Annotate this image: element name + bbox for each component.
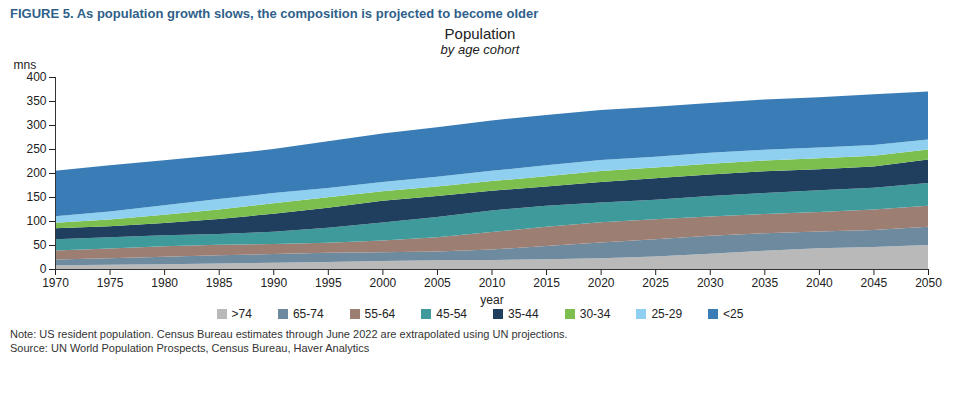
- html-text:65-74: 65-74: [292, 307, 324, 321]
- svg-text:2020: 2020: [588, 276, 615, 290]
- svg-text:200: 200: [26, 166, 46, 180]
- svg-text:250: 250: [26, 142, 46, 156]
- svg-text:100: 100: [26, 214, 46, 228]
- svg-text:2040: 2040: [806, 276, 833, 290]
- svg-text:2050: 2050: [915, 276, 942, 290]
- svg-text:0: 0: [40, 262, 47, 276]
- html-text:<25: <25: [723, 307, 744, 321]
- svg-text:300: 300: [26, 118, 46, 132]
- svg-text:mns: mns: [14, 58, 37, 72]
- html-text:45-54: 45-54: [436, 307, 467, 321]
- html-text:Population: Population: [444, 25, 516, 42]
- html-text:55-64: 55-64: [364, 307, 396, 321]
- html-text:25-29: 25-29: [651, 307, 683, 321]
- html-text:Source: UN World Population Pr: Source: UN World Population Prospects, C…: [10, 342, 370, 354]
- html-text:Note: US resident population.: Note: US resident population. Census Bur…: [10, 328, 568, 340]
- html-text:35-44: 35-44: [508, 307, 539, 321]
- svg-text:2000: 2000: [370, 276, 397, 290]
- svg-text:1970: 1970: [42, 276, 69, 290]
- svg-text:2010: 2010: [479, 276, 506, 290]
- svg-text:year: year: [480, 293, 503, 307]
- svg-text:1985: 1985: [206, 276, 233, 290]
- svg-text:2015: 2015: [533, 276, 560, 290]
- svg-text:1990: 1990: [260, 276, 287, 290]
- svg-text:2005: 2005: [424, 276, 451, 290]
- svg-text:2030: 2030: [697, 276, 724, 290]
- svg-text:1975: 1975: [97, 276, 124, 290]
- svg-text:2035: 2035: [751, 276, 778, 290]
- html-text:FIGURE 5. As population growth: FIGURE 5. As population growth slows, th…: [10, 6, 539, 21]
- svg-text:50: 50: [33, 238, 47, 252]
- svg-text:150: 150: [26, 190, 46, 204]
- html-text:>74: >74: [231, 307, 252, 321]
- svg-text:1980: 1980: [151, 276, 178, 290]
- svg-text:2025: 2025: [642, 276, 669, 290]
- html-text:by age cohort: by age cohort: [440, 42, 520, 57]
- svg-text:350: 350: [26, 94, 46, 108]
- svg-text:1995: 1995: [315, 276, 342, 290]
- svg-text:2045: 2045: [861, 276, 888, 290]
- html-text:30-34: 30-34: [579, 307, 611, 321]
- svg-text:400: 400: [26, 70, 46, 84]
